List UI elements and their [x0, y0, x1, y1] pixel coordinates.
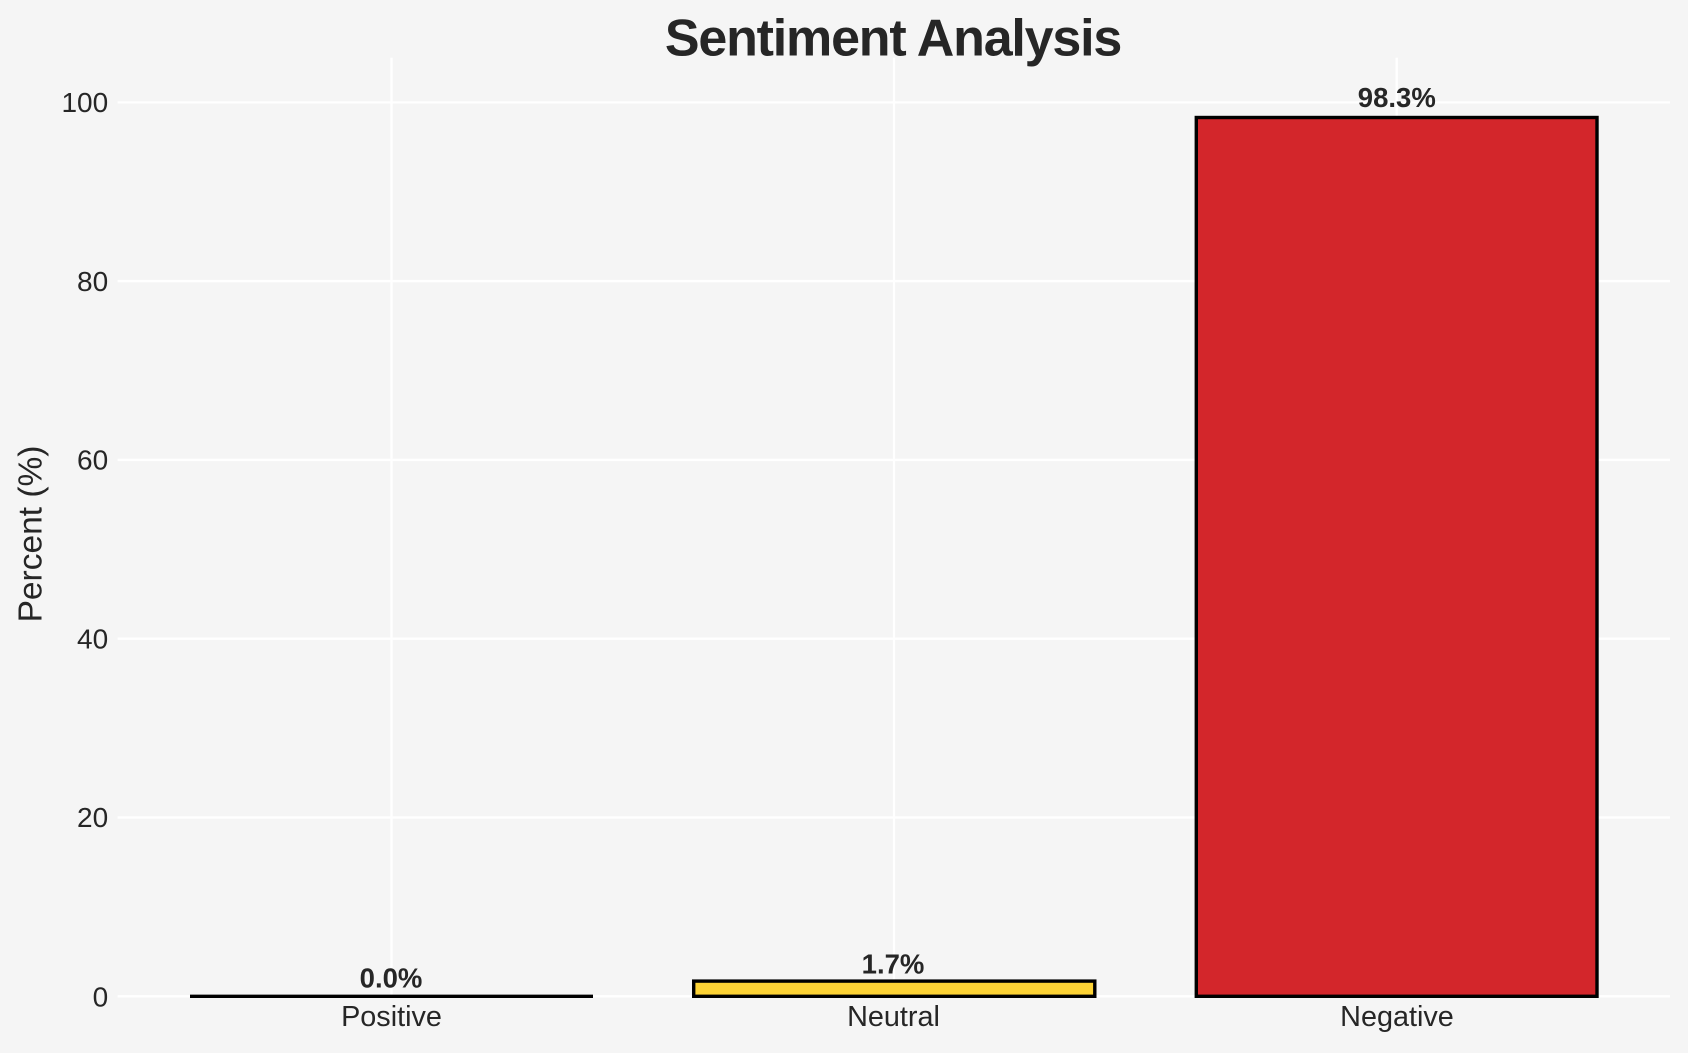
svg-text:Sentiment Analysis: Sentiment Analysis: [665, 10, 1121, 68]
svg-text:Negative: Negative: [1340, 1001, 1454, 1033]
svg-text:60: 60: [77, 445, 108, 476]
svg-text:1.7%: 1.7%: [862, 948, 925, 979]
svg-text:Neutral: Neutral: [847, 1001, 940, 1033]
svg-text:40: 40: [77, 623, 108, 654]
svg-text:0.0%: 0.0%: [360, 963, 423, 994]
svg-text:80: 80: [77, 266, 108, 297]
svg-text:100: 100: [61, 87, 108, 118]
svg-text:98.3%: 98.3%: [1358, 82, 1436, 113]
svg-text:0: 0: [93, 981, 109, 1012]
svg-text:Percent (%): Percent (%): [13, 446, 50, 623]
svg-text:20: 20: [77, 802, 108, 833]
svg-text:Positive: Positive: [341, 1001, 442, 1033]
